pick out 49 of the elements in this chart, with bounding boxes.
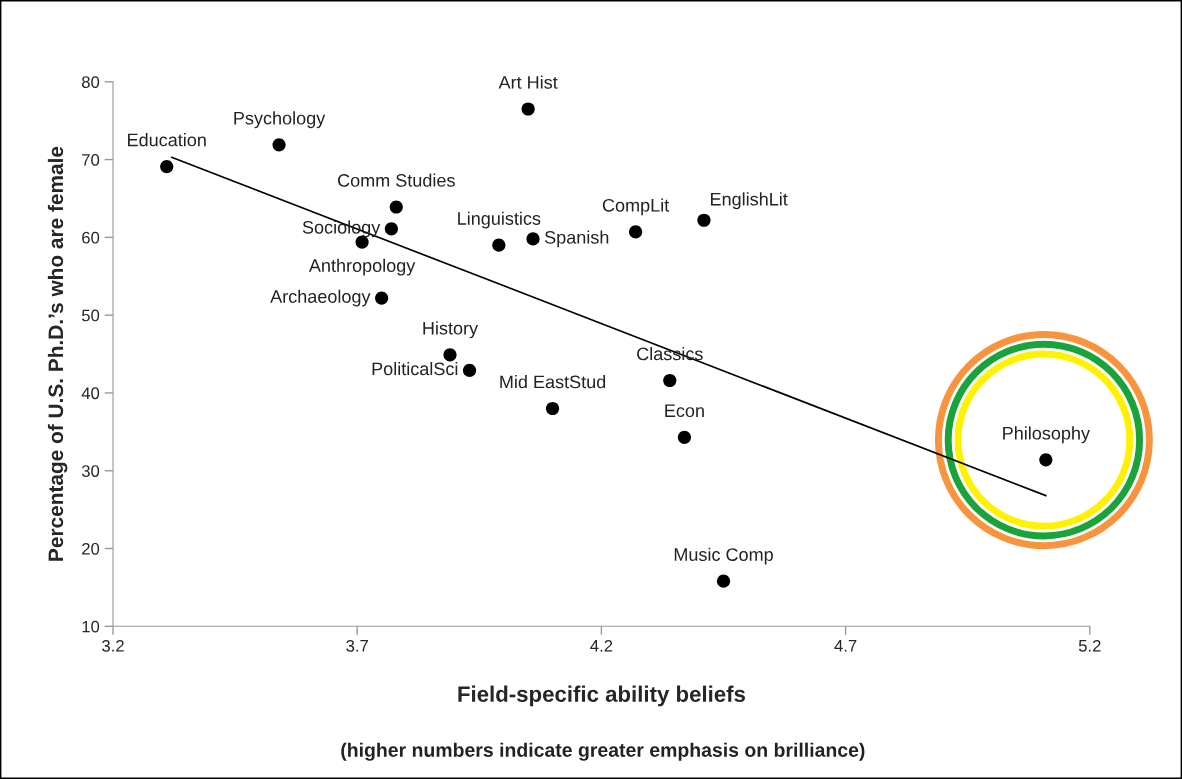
point [160, 160, 174, 174]
x-tick-label: 5.2 [1078, 639, 1101, 652]
point [545, 401, 560, 416]
text: (higher numbers indicate greater emphasis on brilliance) [341, 742, 865, 761]
point [462, 363, 477, 377]
annotation: Psychology [234, 111, 326, 129]
point [389, 200, 403, 214]
point [663, 373, 677, 388]
annotation: Comm Studies [337, 173, 455, 187]
y-tick-label: 30 [81, 465, 100, 477]
point [677, 430, 692, 444]
point [521, 102, 535, 116]
annotation: EnglishLit [711, 192, 788, 210]
annotation: CompLit [602, 198, 670, 216]
annotation: Mid EastStud [500, 375, 606, 389]
point [1039, 453, 1053, 467]
annotation: Anthropology [308, 258, 416, 276]
y-tick-label: 70 [82, 153, 100, 166]
annotation: PoliticalSci [372, 361, 458, 376]
point [443, 348, 457, 362]
x-tick-label: 4.2 [590, 639, 613, 652]
y-tick-label: 80 [81, 76, 100, 88]
point [384, 222, 398, 236]
annotation: Philosophy [1003, 426, 1090, 444]
annotation: Music Comp [674, 547, 773, 565]
point [716, 574, 731, 588]
point [492, 238, 506, 252]
annotation: Linguistics [458, 211, 541, 229]
x-tick-label: 3.2 [102, 639, 124, 652]
y-tick-label: 40 [81, 387, 100, 400]
point [526, 232, 540, 246]
annotation: Spanish [544, 230, 609, 248]
x-tick-label: 4.7 [834, 640, 857, 652]
point [629, 225, 643, 239]
point [697, 213, 711, 227]
x-axis-title: Field-specific ability beliefs [458, 685, 745, 707]
y-tick-label: 20 [82, 542, 100, 555]
x-tick-label: 3.7 [346, 639, 368, 652]
y-axis-title: Percentage of U.S. Ph.D.’s who are female [47, 146, 68, 561]
y-tick-label: 10 [82, 620, 100, 633]
annotation: Econ [665, 404, 704, 418]
annotation: History [423, 321, 479, 339]
point [272, 138, 286, 152]
y-tick-label: 50 [81, 309, 100, 322]
y-tick-label: 60 [82, 231, 100, 244]
point [375, 291, 389, 305]
annotation: Education [128, 133, 206, 147]
annotation: Art Hist [498, 75, 558, 89]
annotation: Archaeology [270, 289, 371, 307]
